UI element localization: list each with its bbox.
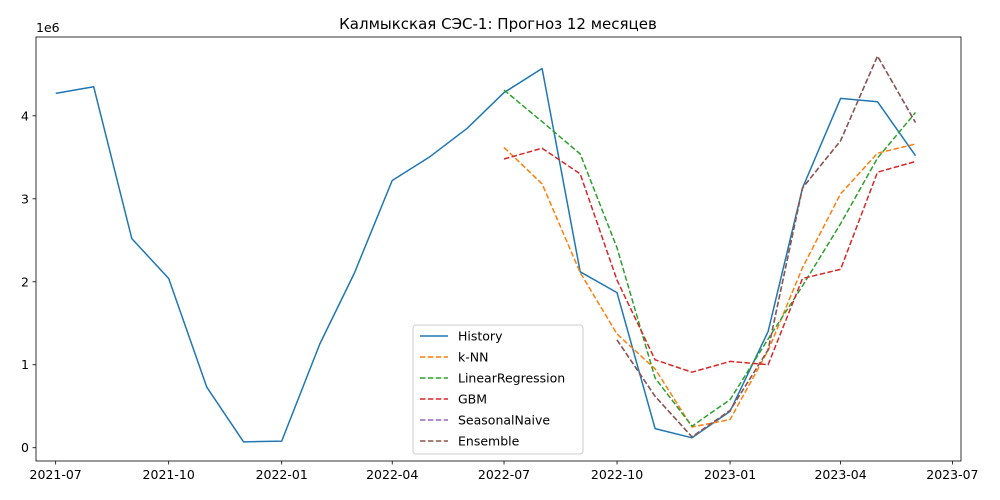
x-tick-label: 2023-04 <box>814 467 866 482</box>
x-tick-label: 2022-01 <box>256 467 308 482</box>
legend-label-linearregression: LinearRegression <box>458 371 565 386</box>
legend-label-seasonalnaive: SeasonalNaive <box>458 413 550 428</box>
x-tick-label: 2022-10 <box>591 467 643 482</box>
legend-box <box>412 324 584 455</box>
series-line-gbm <box>503 147 916 373</box>
legend-label-gbm: GBM <box>458 392 487 407</box>
y-tick-label: 3 <box>21 191 29 206</box>
legend-label-k-nn: k-NN <box>458 350 488 365</box>
series-layer <box>55 55 917 443</box>
x-tick-label: 2021-10 <box>143 467 195 482</box>
x-tick-label: 2023-07 <box>926 467 978 482</box>
y-tick-label: 2 <box>21 274 29 289</box>
x-tick-label: 2021-07 <box>30 467 82 482</box>
y-multiplier-label: 1e6 <box>36 20 60 35</box>
series-line-ensemble <box>616 55 917 438</box>
legend-label-ensemble: Ensemble <box>458 434 520 449</box>
x-tick-label: 2023-01 <box>704 467 756 482</box>
series-line-linearregression <box>503 89 917 427</box>
chart-title: Калмыкская СЭС-1: Прогноз 12 месяцев <box>339 15 657 33</box>
plot-frame <box>35 36 962 462</box>
x-tick-label: 2022-07 <box>478 467 530 482</box>
legend-label-history: History <box>458 329 503 344</box>
legend: History k-NN LinearRegression GBM SeasonalNa… <box>412 324 584 455</box>
x-tick-label: 2022-04 <box>366 467 418 482</box>
y-tick-label: 4 <box>21 108 29 123</box>
y-tick-label: 0 <box>21 440 29 455</box>
y-tick-label: 1 <box>21 357 29 372</box>
axes-layer: 2021-07 2021-10 2022-01 2022-04 2022-07 2022-… <box>21 36 979 482</box>
series-line-history <box>55 67 917 443</box>
